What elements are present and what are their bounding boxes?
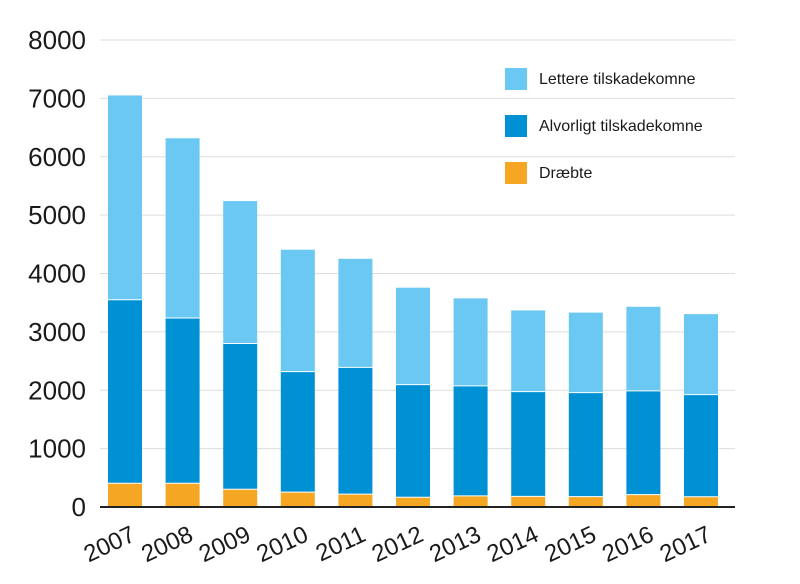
- bar-segment-dræbte: [165, 483, 200, 507]
- bar-segment-alvorligt-tilskadekomne: [108, 299, 142, 484]
- legend-label: Lettere tilskadekomne: [539, 71, 696, 88]
- bar-segment-lettere-tilskadekomne: [223, 201, 258, 344]
- bar-segment-lettere-tilskadekomne: [108, 95, 142, 300]
- bar-segment-dræbte: [396, 497, 430, 507]
- bar-segment-alvorligt-tilskadekomne: [453, 385, 488, 496]
- x-tick-label: 2017: [656, 521, 716, 568]
- y-tick-label: 0: [72, 492, 86, 522]
- y-tick-label: 7000: [28, 83, 86, 113]
- y-tick-label: 4000: [28, 259, 86, 289]
- x-tick-label: 2009: [195, 521, 255, 568]
- bar-segment-lettere-tilskadekomne: [511, 310, 546, 392]
- bar-segment-dræbte: [684, 496, 718, 507]
- bar-segment-lettere-tilskadekomne: [338, 258, 373, 368]
- bar-segment-lettere-tilskadekomne: [684, 314, 718, 395]
- legend-swatch: [505, 68, 527, 90]
- y-tick-label: 8000: [28, 25, 86, 55]
- y-tick-label: 2000: [28, 375, 86, 405]
- bar-segment-alvorligt-tilskadekomne: [396, 384, 430, 498]
- bar-segment-alvorligt-tilskadekomne: [684, 394, 718, 497]
- bar-segment-lettere-tilskadekomne: [626, 306, 661, 391]
- x-tick-label: 2011: [312, 521, 370, 567]
- x-tick-label: 2010: [253, 521, 313, 568]
- bar-segment-dræbte: [626, 494, 661, 507]
- bar-segment-lettere-tilskadekomne: [280, 249, 315, 372]
- x-tick-label: 2013: [425, 521, 485, 568]
- bar-segment-dræbte: [280, 492, 315, 507]
- bar-segment-dræbte: [453, 495, 488, 507]
- bar-segment-alvorligt-tilskadekomne: [280, 371, 315, 493]
- y-tick-label: 1000: [28, 434, 86, 464]
- legend: Lettere tilskadekomne Alvorligt tilskadek…: [505, 68, 703, 184]
- legend-swatch: [505, 162, 527, 184]
- bar-segment-alvorligt-tilskadekomne: [338, 367, 373, 495]
- bar-segment-dræbte: [223, 489, 258, 507]
- bar-segment-dræbte: [568, 496, 603, 507]
- bar-segment-alvorligt-tilskadekomne: [165, 318, 200, 484]
- bar-segment-alvorligt-tilskadekomne: [568, 392, 603, 497]
- x-tick-label: 2016: [598, 521, 658, 568]
- bar-segment-dræbte: [338, 494, 373, 507]
- x-tick-label: 2007: [80, 521, 140, 568]
- y-tick-label: 5000: [28, 200, 86, 230]
- x-tick-label: 2008: [137, 521, 197, 568]
- bar-segment-alvorligt-tilskadekomne: [626, 390, 661, 495]
- bar-segment-lettere-tilskadekomne: [568, 312, 603, 393]
- bar-segment-lettere-tilskadekomne: [165, 138, 200, 319]
- x-tick-label: 2014: [483, 521, 543, 568]
- bar-segment-dræbte: [511, 496, 546, 507]
- x-tick-label: 2015: [541, 521, 601, 568]
- y-tick-label: 6000: [28, 142, 86, 172]
- bar-segment-alvorligt-tilskadekomne: [223, 343, 258, 490]
- bar-segment-alvorligt-tilskadekomne: [511, 391, 546, 497]
- legend-label: Dræbte: [539, 165, 592, 182]
- legend-swatch: [505, 115, 527, 137]
- x-tick-label: 2012: [368, 521, 428, 568]
- bar-segment-lettere-tilskadekomne: [396, 287, 430, 385]
- y-tick-label: 3000: [28, 317, 86, 347]
- y-axis-tick-labels: 0 1000 2000 3000 4000 5000 6000 7000 8000: [28, 25, 86, 522]
- bar-segment-lettere-tilskadekomne: [453, 298, 488, 386]
- bars: [108, 95, 718, 507]
- bar-segment-dræbte: [108, 483, 142, 507]
- legend-label: Alvorligt tilskadekomne: [539, 118, 703, 135]
